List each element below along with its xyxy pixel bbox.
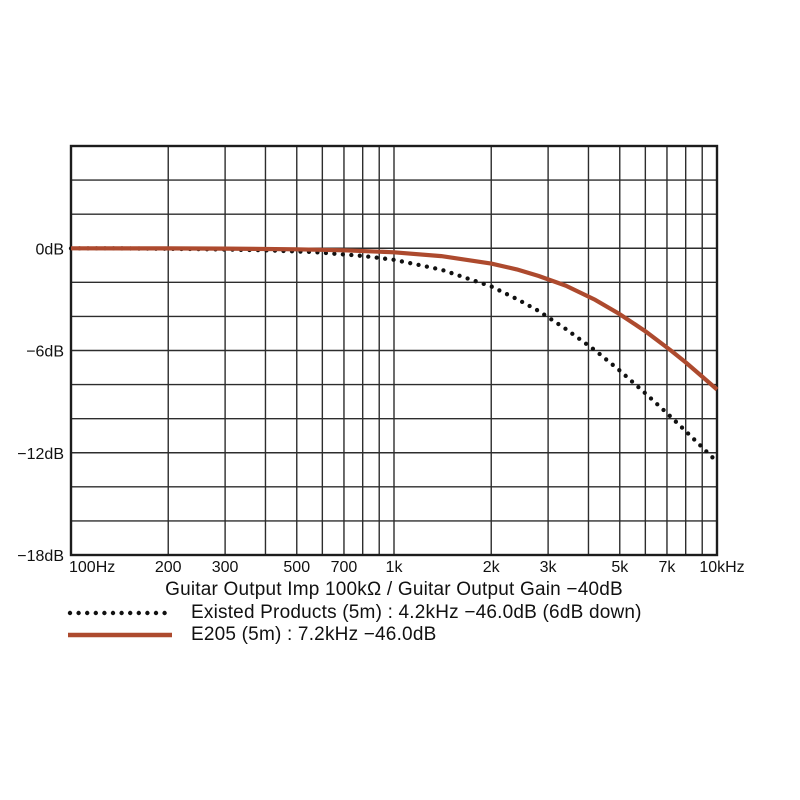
plot-border <box>69 144 719 557</box>
legend-item-e205: E205 (5m) : 7.2kHz −46.0dB <box>67 624 642 646</box>
y-tick-label: −6dB <box>26 344 64 361</box>
x-tick-label: 200 <box>155 559 182 576</box>
y-tick-label: 0dB <box>36 241 64 258</box>
legend-item-existed-products: Existed Products (5m) : 4.2kHz −46.0dB (… <box>67 602 642 624</box>
y-tick-labels: 0dB −6dB −12dB −18dB <box>17 241 64 565</box>
x-tick-label: 5k <box>611 559 629 576</box>
x-tick-label: 700 <box>331 559 358 576</box>
x-axis-title: Guitar Output Imp 100kΩ / Guitar Output … <box>165 579 623 600</box>
legend: Existed Products (5m) : 4.2kHz −46.0dB (… <box>67 602 642 646</box>
x-tick-labels: 100Hz 200 300 500 700 1k 2k 3k 5k 7k 10kHz <box>69 559 745 576</box>
legend-label-e205: E205 (5m) : 7.2kHz −46.0dB <box>191 624 437 645</box>
x-tick-label: 100Hz <box>69 559 115 576</box>
series-curves <box>68 246 720 464</box>
x-tick-label: 1k <box>386 559 404 576</box>
x-tick-label: 3k <box>540 559 558 576</box>
legend-label-existed-products: Existed Products (5m) : 4.2kHz −46.0dB (… <box>191 602 642 623</box>
x-tick-label: 7k <box>659 559 677 576</box>
x-tick-label: 10kHz <box>699 559 744 576</box>
chart-plot: 100Hz 200 300 500 700 1k 2k 3k 5k 7k 10kHz 0dB −6dB… <box>17 144 745 576</box>
y-tick-label: −18dB <box>17 548 64 565</box>
x-tick-label: 300 <box>212 559 239 576</box>
x-tick-label: 2k <box>483 559 501 576</box>
grid-lines <box>70 145 718 556</box>
y-tick-label: −12dB <box>17 446 64 463</box>
solid-line-swatch <box>68 632 172 638</box>
x-tick-label: 500 <box>283 559 310 576</box>
series-curve-e205 <box>70 246 719 392</box>
dotted-line-swatch <box>67 610 173 616</box>
